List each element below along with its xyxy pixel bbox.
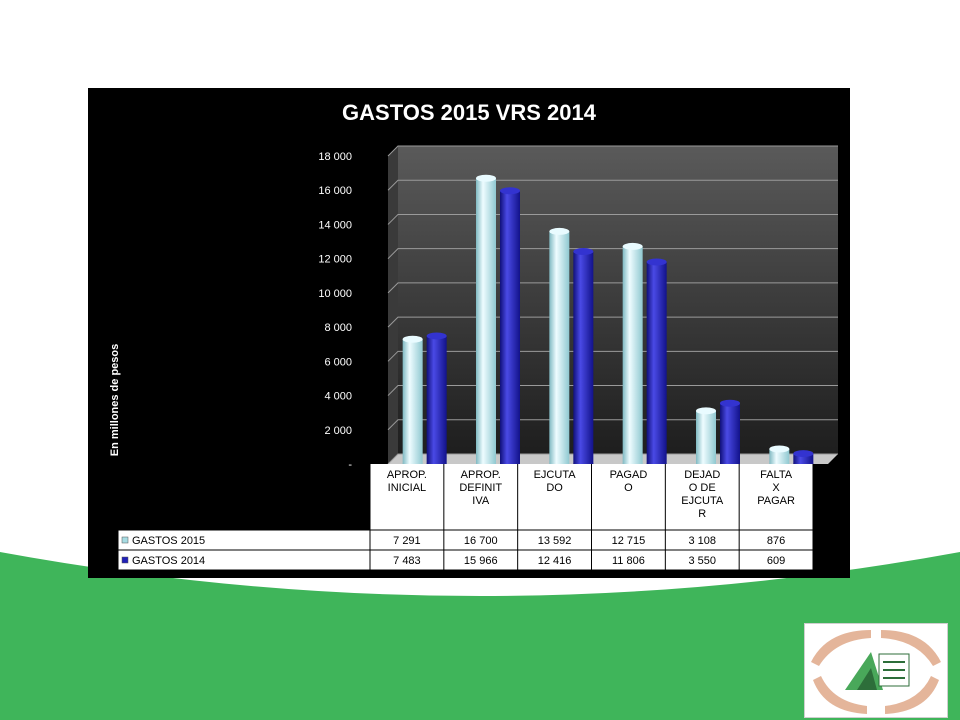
bar-top (476, 174, 496, 182)
bar-2015 (549, 231, 570, 464)
bar-top (426, 332, 447, 340)
bar-top (573, 248, 594, 256)
side-wall (388, 146, 398, 464)
data-label: 12 715 (612, 535, 646, 547)
category-label: IVA (472, 495, 490, 507)
bar-top (549, 227, 570, 235)
legend-key-2015 (121, 536, 129, 544)
chart-title: GASTOS 2015 VRS 2014 (342, 100, 596, 125)
hand-top-left (811, 630, 871, 666)
gridline (387, 419, 838, 431)
gridline (387, 350, 838, 362)
data-label: 876 (767, 535, 785, 547)
y-tick-label: 4 000 (324, 391, 352, 403)
back-wall (398, 146, 838, 454)
category-label: O DE (689, 482, 716, 494)
bar-chart: - 2 000 4 000 6 000 8 000 10 000 12 000 14 000 1… (117, 145, 838, 571)
y-tick-label: 2 000 (324, 425, 352, 437)
y-tick-label: 14 000 (318, 219, 352, 231)
bar-2014 (500, 190, 520, 464)
category-label: EJCUTA (681, 495, 724, 507)
gridline (387, 453, 838, 465)
category-label: PAGAR (757, 495, 795, 507)
bar-top (622, 242, 643, 250)
bar-2014 (720, 403, 740, 464)
gridline (387, 385, 838, 396)
category-label: O (624, 482, 633, 494)
category-label: FALTA (760, 469, 793, 481)
bar-top (720, 399, 740, 407)
y-tick-label: - (348, 459, 352, 471)
data-label: 16 700 (464, 535, 498, 547)
data-label: 15 966 (464, 555, 498, 567)
bar-2014 (426, 335, 447, 464)
category-label: EJCUTA (534, 469, 577, 481)
data-label: 12 416 (538, 555, 572, 567)
gridline (387, 248, 838, 260)
bar-top (646, 258, 667, 266)
category-label: INICIAL (388, 482, 427, 494)
data-label: 3 108 (688, 535, 716, 547)
bar-top (696, 407, 716, 415)
category-label: DEFINIT (459, 482, 502, 494)
category-label: R (698, 508, 706, 520)
legend-label: GASTOS 2015 (132, 535, 205, 547)
bar-2015 (476, 178, 496, 464)
gridline (387, 316, 838, 328)
data-label: 7 483 (393, 555, 421, 567)
bar-2015 (696, 410, 716, 464)
y-tick-label: 18 000 (318, 151, 352, 163)
category-label: APROP. (387, 469, 427, 481)
bar-top (402, 335, 423, 343)
y-tick-label: 8 000 (324, 322, 352, 334)
data-label: 7 291 (393, 535, 421, 547)
bar-top (500, 187, 520, 195)
hand-bottom-left (813, 676, 867, 714)
y-tick-label: 6 000 (324, 356, 352, 368)
data-label: 11 806 (612, 555, 645, 567)
gridline (387, 179, 838, 191)
hospital-logo (804, 623, 948, 718)
data-label: 13 592 (538, 535, 572, 547)
category-label: DO (546, 482, 563, 494)
gridline (387, 282, 838, 294)
bar-2014 (573, 251, 594, 464)
hand-bottom-right (885, 676, 939, 714)
gridline (387, 213, 838, 225)
bar-2015 (769, 449, 790, 464)
bar-2014 (793, 453, 814, 464)
y-tick-label: 10 000 (318, 288, 352, 300)
legend-key-2014 (121, 556, 129, 564)
bar-top (769, 445, 790, 453)
y-tick-label: 16 000 (318, 185, 352, 197)
chart-panel: GASTOS 2015 VRS 2014 En millones de peso… (88, 88, 850, 578)
category-label: PAGAD (610, 469, 648, 481)
legend-label: GASTOS 2014 (132, 555, 205, 567)
category-label: APROP. (461, 469, 501, 481)
y-tick-label: 12 000 (318, 254, 352, 266)
bar-2014 (646, 261, 667, 464)
gridline (387, 145, 838, 157)
bar-2015 (622, 246, 643, 464)
category-label: X (772, 482, 780, 494)
data-label: 3 550 (688, 555, 716, 567)
bar-2015 (402, 339, 423, 464)
data-label: 609 (767, 555, 785, 567)
hand-top-right (881, 630, 941, 666)
category-label: DEJAD (684, 469, 720, 481)
bar-top (793, 450, 814, 458)
